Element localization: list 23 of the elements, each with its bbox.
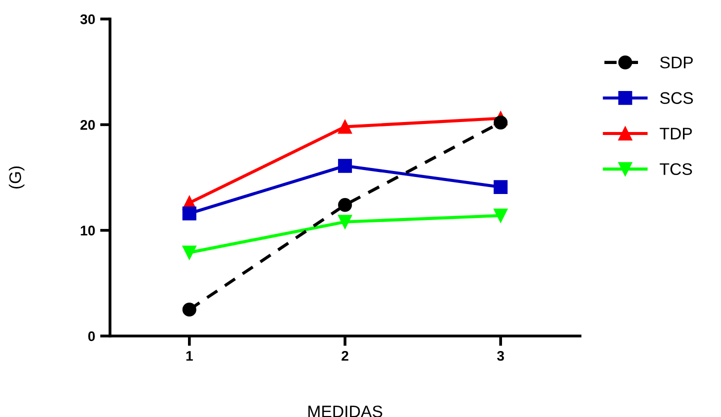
point	[494, 180, 508, 194]
x-tick-label: 2	[342, 350, 348, 361]
point	[338, 120, 352, 134]
y-tick-label: 10	[80, 226, 95, 236]
legend-label: TDP	[660, 128, 692, 140]
point	[494, 208, 508, 222]
y-tick-label: 30	[80, 14, 95, 24]
y-tick-label: 20	[80, 120, 95, 130]
point	[494, 116, 508, 130]
x-tick-label: 1	[186, 351, 193, 361]
y-tick-label: 0	[88, 331, 95, 342]
point	[338, 214, 352, 229]
legend-label: SDP	[660, 56, 693, 68]
x-tick-label: 3	[497, 350, 504, 361]
point	[182, 246, 196, 260]
point	[182, 206, 196, 220]
point	[182, 302, 196, 317]
legend-label: SCS	[660, 92, 693, 104]
point	[338, 158, 352, 173]
x-axis-title: MEDIDAS	[308, 406, 382, 417]
point	[338, 198, 352, 212]
legend-label: TCS	[660, 163, 692, 176]
y-axis-title: (G)	[8, 166, 24, 188]
